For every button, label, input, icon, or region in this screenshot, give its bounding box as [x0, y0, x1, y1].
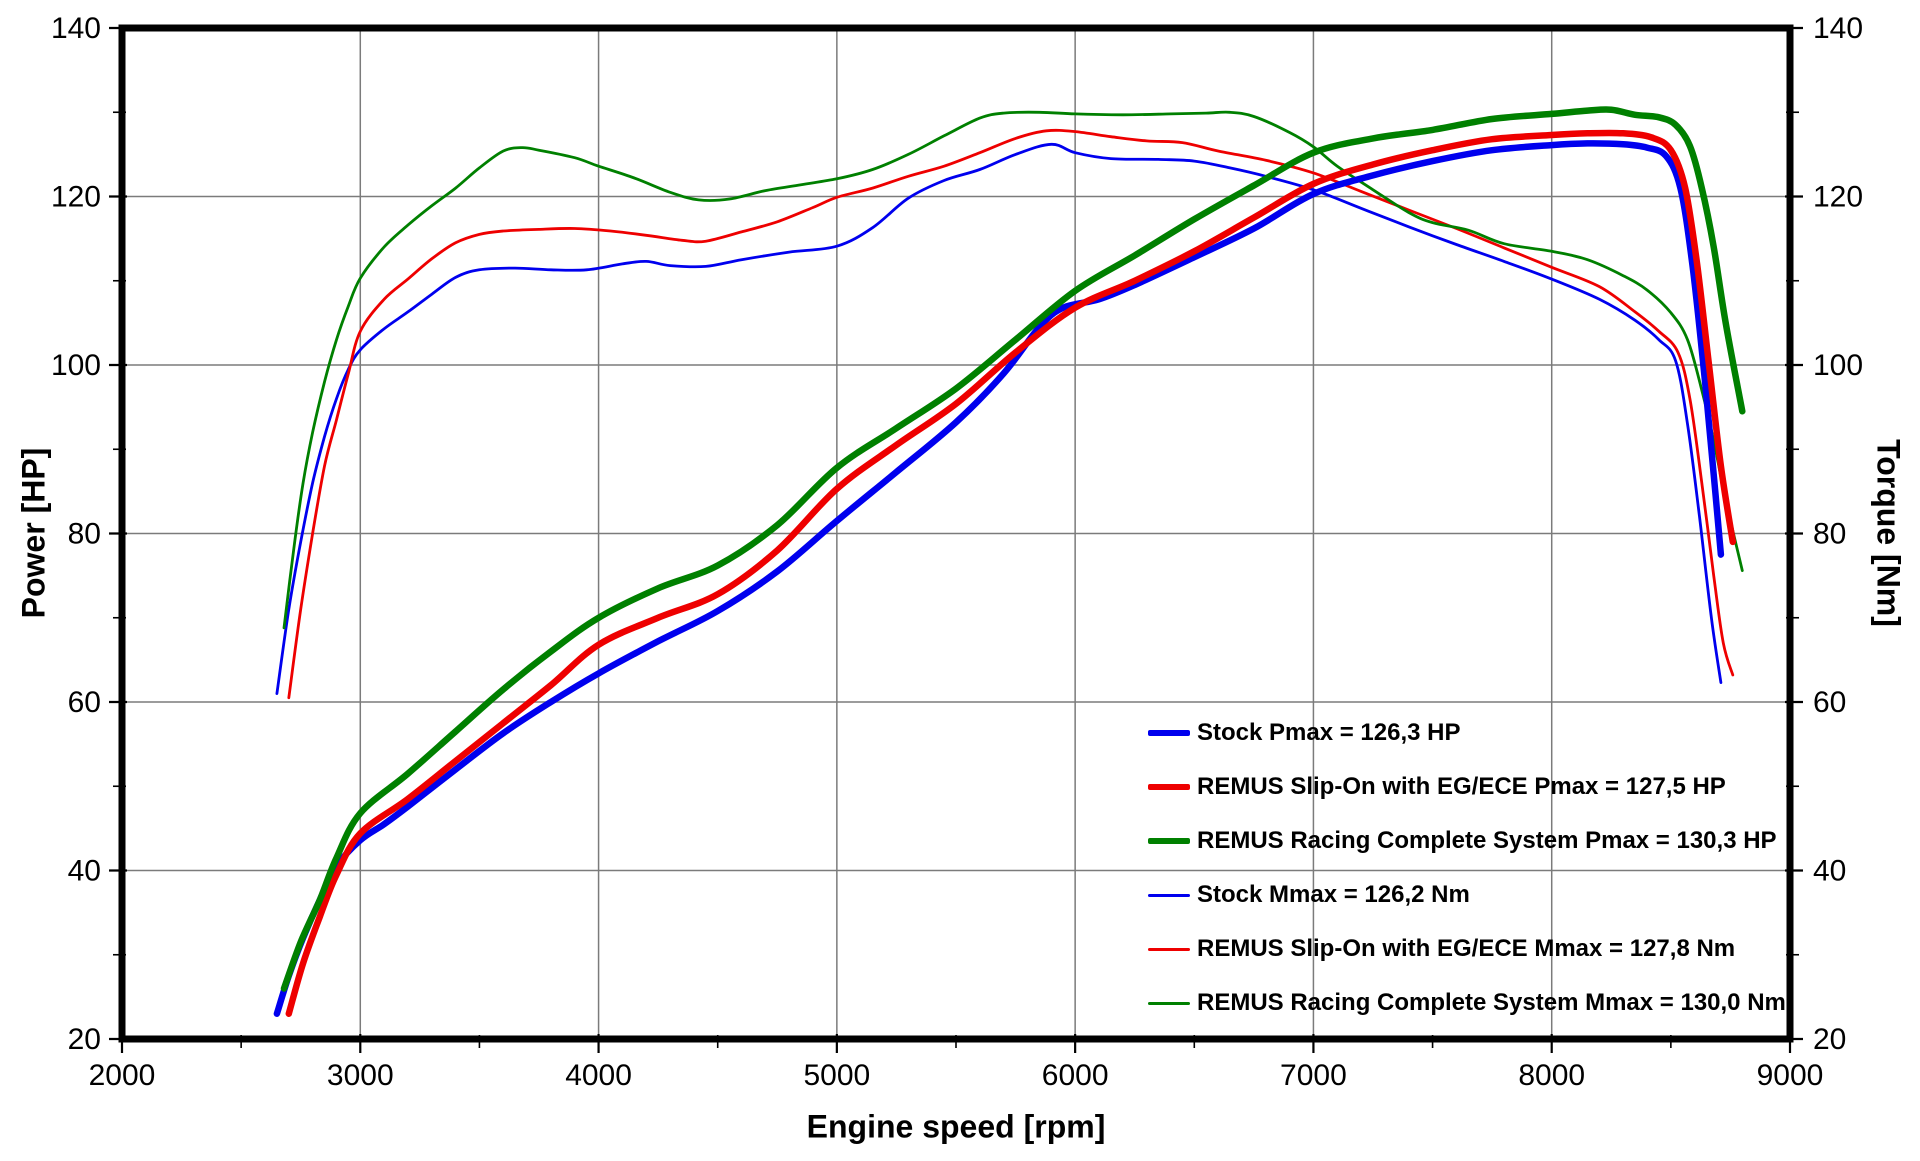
legend-label: Stock Mmax = 126,2 Nm: [1197, 881, 1470, 908]
legend-label: REMUS Slip-On with EG/ECE Pmax = 127,5 H…: [1197, 773, 1726, 800]
legend-item-racing-torque: REMUS Racing Complete System Mmax = 130,…: [1148, 976, 1786, 1030]
y-tick-label-left: 60: [68, 686, 101, 719]
legend-line-swatch: [1148, 784, 1190, 790]
y-tick-label-right: 140: [1813, 12, 1863, 45]
y-tick-label-left: 20: [68, 1023, 101, 1056]
legend-line-swatch: [1148, 893, 1190, 897]
legend-item-racing-power: REMUS Racing Complete System Pmax = 130,…: [1148, 814, 1786, 868]
legend-line-swatch: [1148, 730, 1190, 736]
left-axis-title: Power [HP]: [15, 447, 52, 619]
legend-line-swatch: [1148, 1001, 1190, 1005]
x-tick-label: 7000: [1280, 1059, 1347, 1092]
legend-item-stock-torque: Stock Mmax = 126,2 Nm: [1148, 868, 1786, 922]
x-axis-title: Engine speed [rpm]: [806, 1108, 1106, 1145]
x-tick-label: 4000: [565, 1059, 632, 1092]
legend-label: REMUS Racing Complete System Mmax = 130,…: [1197, 989, 1786, 1016]
curve-racing-torque: [282, 110, 1744, 630]
y-tick-label-left: 140: [51, 12, 101, 45]
y-tick-label-right: 20: [1813, 1023, 1846, 1056]
curve-stock-power: [273, 140, 1725, 1017]
y-tick-label-right: 120: [1813, 181, 1863, 214]
x-tick-label: 3000: [327, 1059, 394, 1092]
curve-racing-power: [280, 106, 1746, 992]
legend-label: Stock Pmax = 126,3 HP: [1197, 719, 1461, 746]
x-tick-label: 6000: [1042, 1059, 1109, 1092]
y-tick-label-left: 120: [51, 181, 101, 214]
curve-slipon-power: [285, 129, 1737, 1017]
curve-slipon-torque: [287, 128, 1735, 700]
legend: Stock Pmax = 126,3 HP REMUS Slip-On with …: [1148, 706, 1786, 1030]
legend-label: REMUS Slip-On with EG/ECE Mmax = 127,8 N…: [1197, 935, 1736, 962]
y-tick-label-left: 80: [68, 518, 101, 551]
x-tick-label: 5000: [803, 1059, 870, 1092]
y-tick-label-right: 80: [1813, 518, 1846, 551]
legend-item-stock-power: Stock Pmax = 126,3 HP: [1148, 706, 1786, 760]
x-tick-label: 9000: [1757, 1059, 1824, 1092]
curve-stock-torque: [275, 142, 1723, 695]
y-tick-label-right: 60: [1813, 686, 1846, 719]
y-tick-label-left: 100: [51, 349, 101, 382]
x-tick-label: 2000: [89, 1059, 156, 1092]
y-tick-label-left: 40: [68, 855, 101, 888]
legend-label: REMUS Racing Complete System Pmax = 130,…: [1197, 827, 1777, 854]
legend-line-swatch: [1148, 838, 1190, 844]
legend-item-slipon-power: REMUS Slip-On with EG/ECE Pmax = 127,5 H…: [1148, 760, 1786, 814]
legend-line-swatch: [1148, 947, 1190, 951]
y-tick-label-right: 100: [1813, 349, 1863, 382]
x-tick-label: 8000: [1518, 1059, 1585, 1092]
y-tick-label-right: 40: [1813, 855, 1846, 888]
right-axis-title: Torque [Nm]: [1870, 439, 1907, 627]
legend-item-slipon-torque: REMUS Slip-On with EG/ECE Mmax = 127,8 N…: [1148, 922, 1786, 976]
